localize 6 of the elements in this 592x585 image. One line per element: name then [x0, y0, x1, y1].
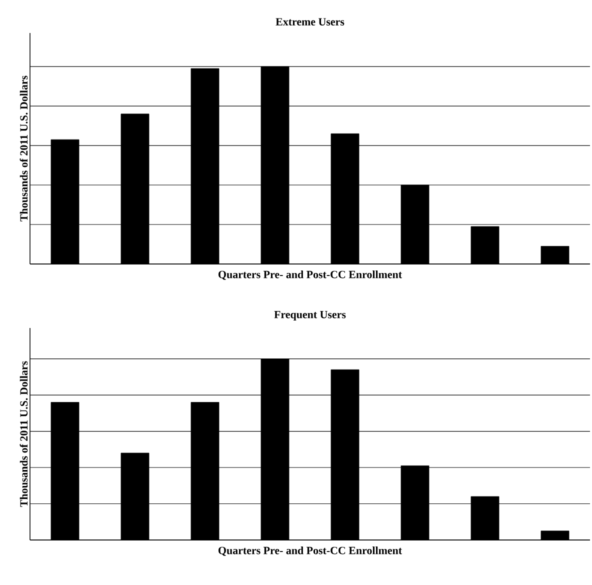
y-axis-title: Thousands of 2011 U.S. Dollars — [20, 76, 28, 222]
chart-title: Extreme Users — [276, 18, 344, 26]
chart-title: Frequent Users — [274, 310, 346, 320]
y-axis-title: Thousands of 2011 U.S. Dollars — [20, 361, 28, 507]
x-axis-title: Quarters Pre- and Post-CC Enrollment — [218, 270, 402, 280]
x-axis-title: Quarters Pre- and Post-CC Enrollment — [218, 546, 402, 556]
